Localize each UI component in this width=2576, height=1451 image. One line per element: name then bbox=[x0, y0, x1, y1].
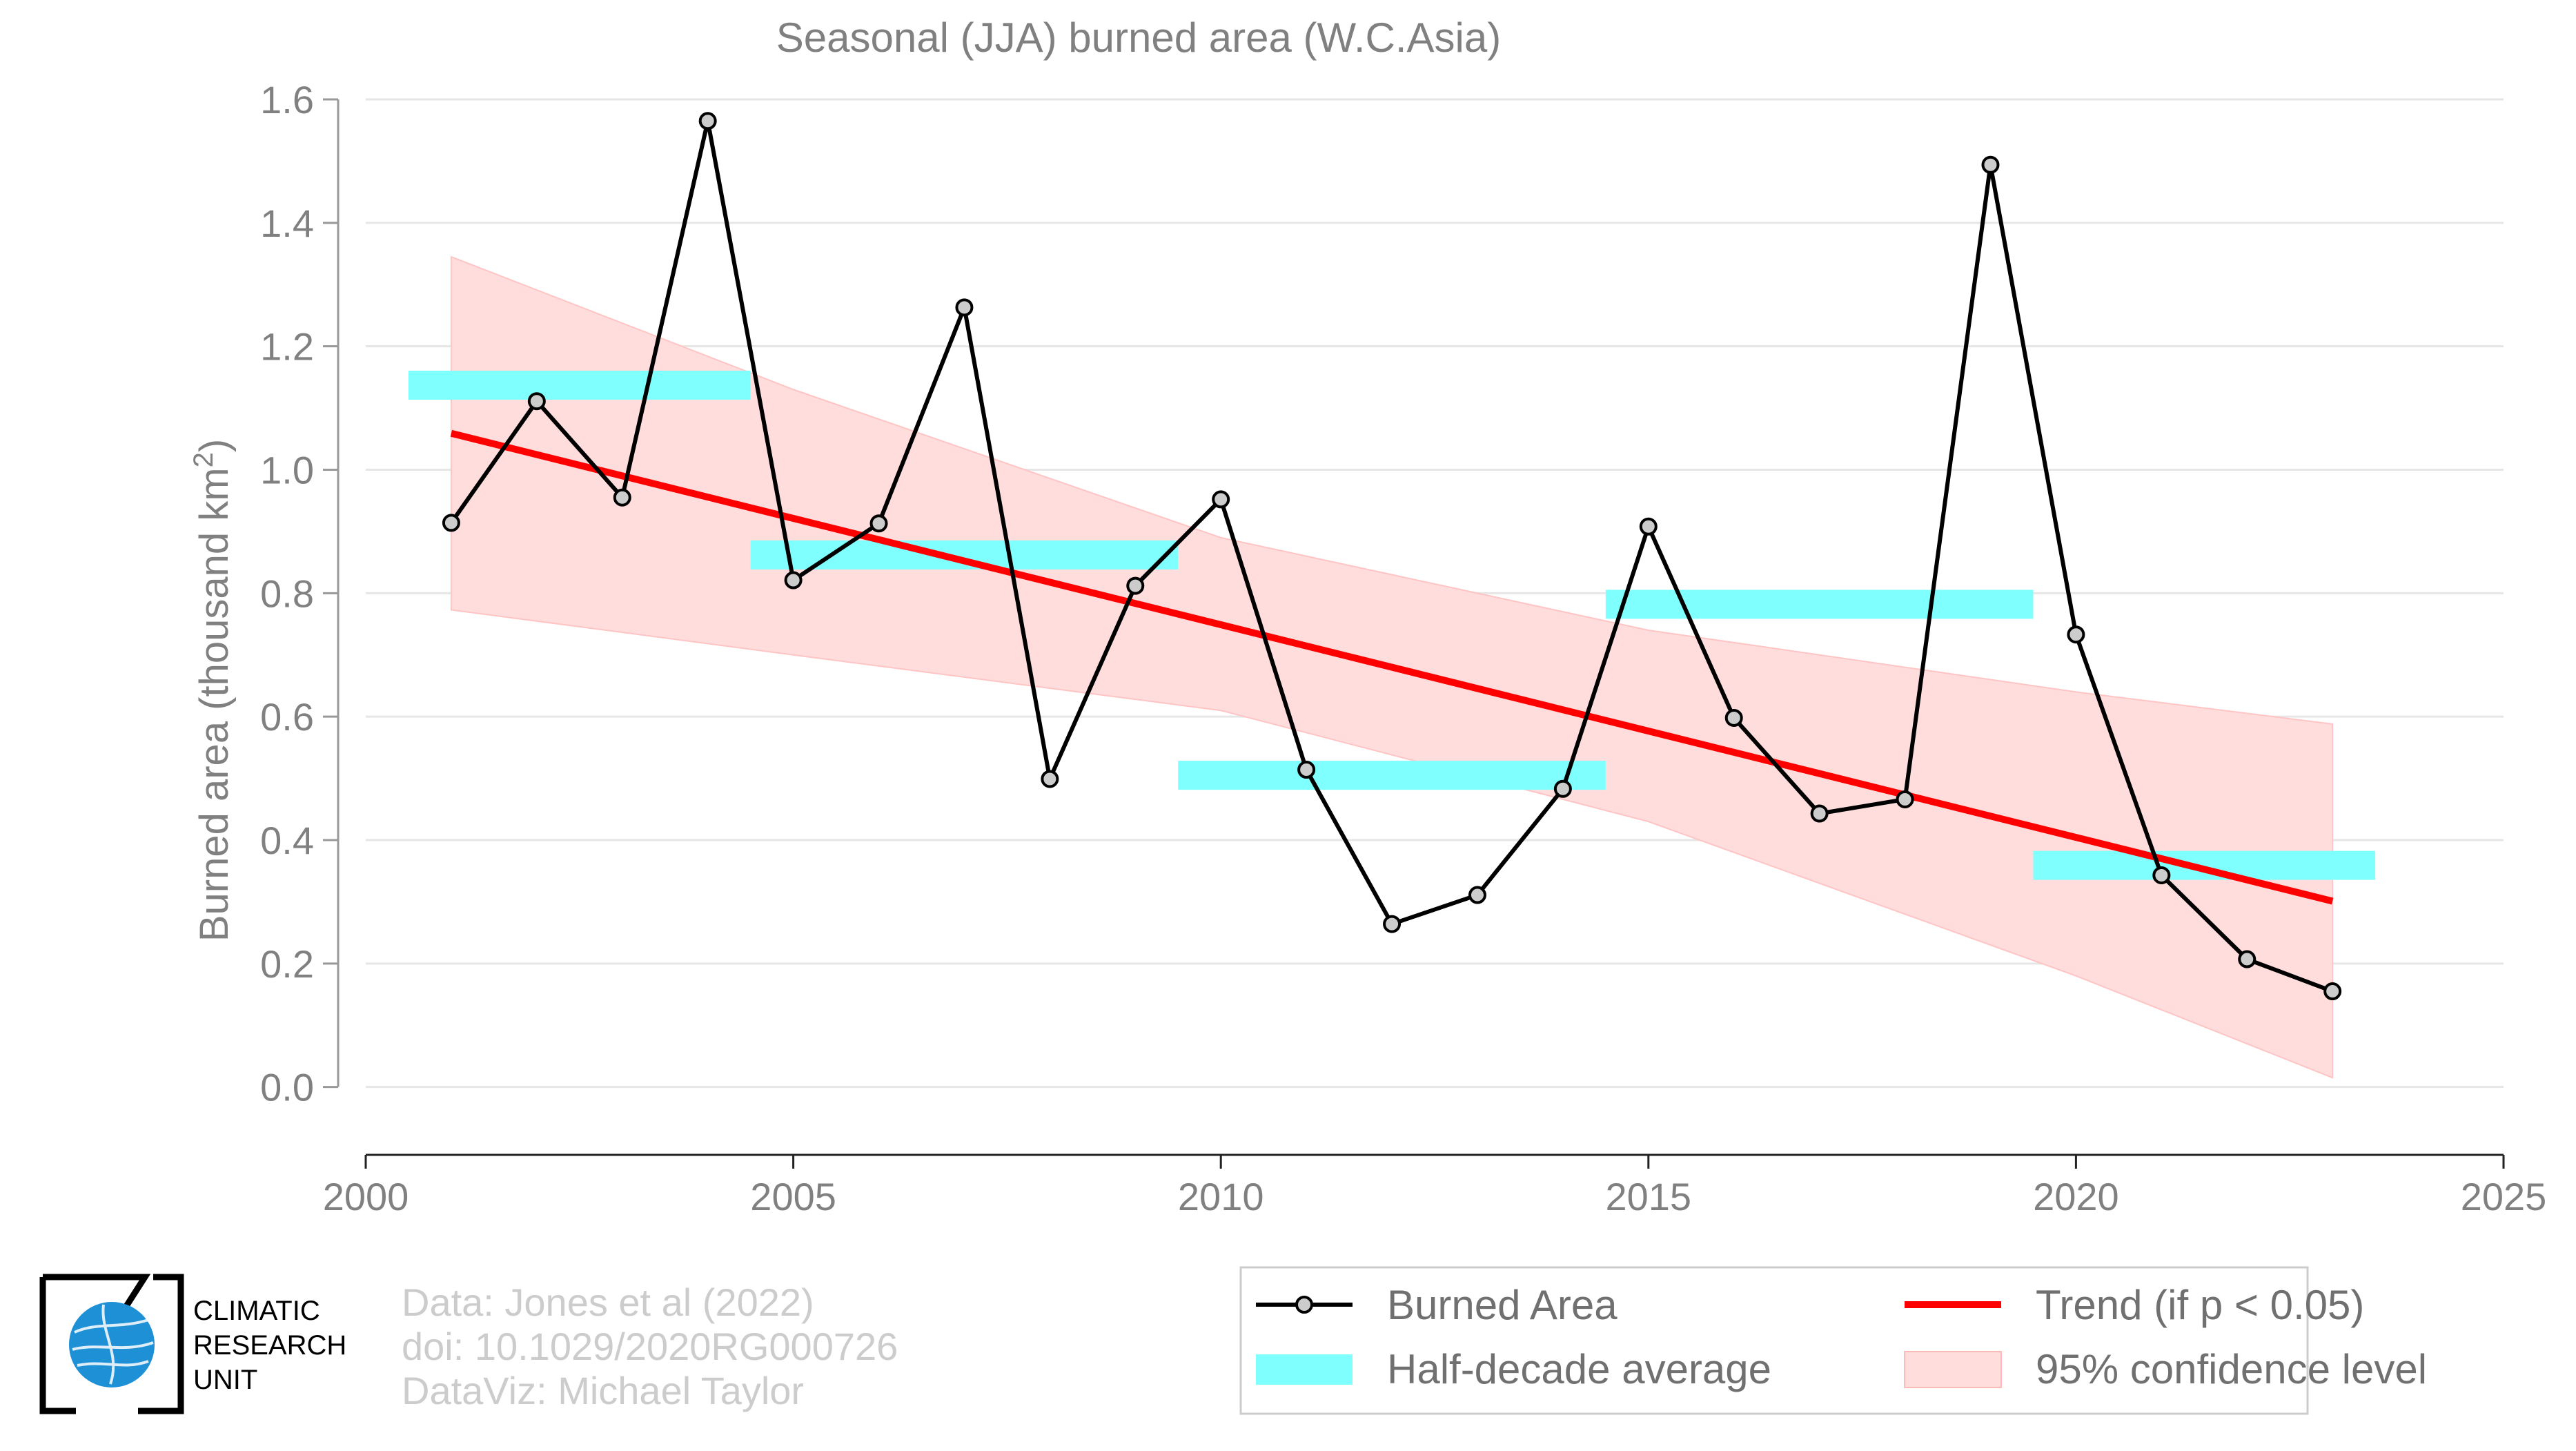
burned-area-point bbox=[2238, 950, 2257, 968]
burned-area-point bbox=[2067, 625, 2085, 644]
burned-area-point bbox=[2323, 982, 2342, 1001]
x-tick-label: 2005 bbox=[750, 1175, 836, 1218]
x-axis: 2000 2005 2010 2015 2020 2025 bbox=[323, 1153, 2547, 1218]
burned-area-point bbox=[613, 488, 631, 507]
legend-label-trend: Trend (if p < 0.05) bbox=[2036, 1282, 2364, 1328]
y-axis-title-suffix: ) bbox=[192, 439, 237, 452]
credit-dataviz: DataViz: Michael Taylor bbox=[402, 1369, 804, 1412]
trend-line bbox=[450, 429, 2334, 905]
legend-marker-burned-area bbox=[1295, 1296, 1313, 1314]
burned-area-point bbox=[1212, 490, 1230, 509]
burned-area-point bbox=[1126, 576, 1145, 595]
burned-area-point bbox=[784, 571, 803, 590]
legend-label-confidence: 95% confidence level bbox=[2036, 1346, 2427, 1392]
burned-area-point bbox=[869, 514, 888, 533]
credit-doi: doi: 10.1029/2020RG000726 bbox=[402, 1325, 898, 1368]
y-tick-label: 0.6 bbox=[260, 695, 314, 739]
burned-area-point bbox=[1810, 804, 1829, 823]
burned-area-point bbox=[442, 514, 460, 532]
burned-area-point bbox=[1724, 708, 1743, 727]
cru-logo: CLIMATIC RESEARCH UNIT bbox=[39, 1274, 346, 1414]
half-decade-bars bbox=[408, 370, 2376, 880]
half-decade-bar bbox=[1605, 590, 2034, 619]
legend-swatch-half-decade bbox=[1256, 1354, 1353, 1385]
burned-area-point bbox=[1553, 779, 1572, 798]
burned-area-series bbox=[442, 112, 2342, 1001]
legend-label-half-decade: Half-decade average bbox=[1387, 1346, 1771, 1392]
burned-area-point bbox=[1896, 790, 1914, 808]
y-tick-label: 0.2 bbox=[260, 942, 314, 986]
burned-area-point bbox=[1468, 886, 1486, 904]
y-tick-label: 1.6 bbox=[260, 78, 314, 121]
y-tick-label: 0.8 bbox=[260, 572, 314, 615]
x-tick-label: 2000 bbox=[323, 1175, 409, 1218]
y-tick-label: 1.0 bbox=[260, 448, 314, 491]
y-axis: 0.0 0.2 0.4 0.6 0.8 1.0 1.2 1.4 1.6 bbox=[260, 78, 340, 1109]
burned-area-point bbox=[1297, 761, 1316, 779]
x-tick-label: 2020 bbox=[2033, 1175, 2119, 1218]
y-axis-title: Burned area (thousand km2) bbox=[188, 439, 237, 942]
y-tick-label: 1.2 bbox=[260, 325, 314, 369]
burned-area-point bbox=[1639, 517, 1658, 536]
half-decade-bar bbox=[408, 370, 751, 400]
burned-area-point bbox=[955, 298, 974, 317]
burned-area-point bbox=[698, 112, 717, 130]
legend-label-burned-area: Burned Area bbox=[1387, 1282, 1618, 1328]
logo-text-line3: UNIT bbox=[193, 1365, 257, 1395]
credit-data: Data: Jones et al (2022) bbox=[402, 1280, 814, 1324]
logo-bracket-right bbox=[138, 1274, 184, 1414]
trend-line-group bbox=[450, 429, 2334, 905]
logo-bracket-left bbox=[39, 1274, 151, 1414]
burned-area-point bbox=[527, 392, 546, 411]
y-tick-label: 0.0 bbox=[260, 1066, 314, 1109]
burned-area-point bbox=[1041, 770, 1059, 788]
legend-swatch-confidence bbox=[1904, 1351, 2002, 1388]
burned-area-point bbox=[1383, 915, 1402, 933]
logo-text-line1: CLIMATIC bbox=[193, 1296, 320, 1326]
burned-area-point bbox=[2152, 866, 2171, 884]
legend-frame bbox=[1239, 1266, 2309, 1415]
y-tick-label: 0.4 bbox=[260, 819, 314, 862]
x-tick-label: 2025 bbox=[2461, 1175, 2547, 1218]
y-tick-label: 1.4 bbox=[260, 202, 314, 245]
x-tick-label: 2015 bbox=[1606, 1175, 1692, 1218]
chart-title: Seasonal (JJA) burned area (W.C.Asia) bbox=[776, 14, 1501, 61]
burned-area-point bbox=[1981, 155, 2000, 174]
y-axis-title-superscript: 2 bbox=[188, 452, 219, 467]
half-decade-bar bbox=[2033, 850, 2376, 880]
logo-text-line2: RESEARCH bbox=[193, 1330, 346, 1361]
half-decade-bar bbox=[750, 540, 1179, 569]
half-decade-bar bbox=[1178, 761, 1606, 790]
x-tick-label: 2010 bbox=[1178, 1175, 1264, 1218]
legend: Burned Area Trend (if p < 0.05) Half-dec… bbox=[1239, 1266, 2427, 1415]
globe-swirl-icon bbox=[72, 1304, 154, 1385]
